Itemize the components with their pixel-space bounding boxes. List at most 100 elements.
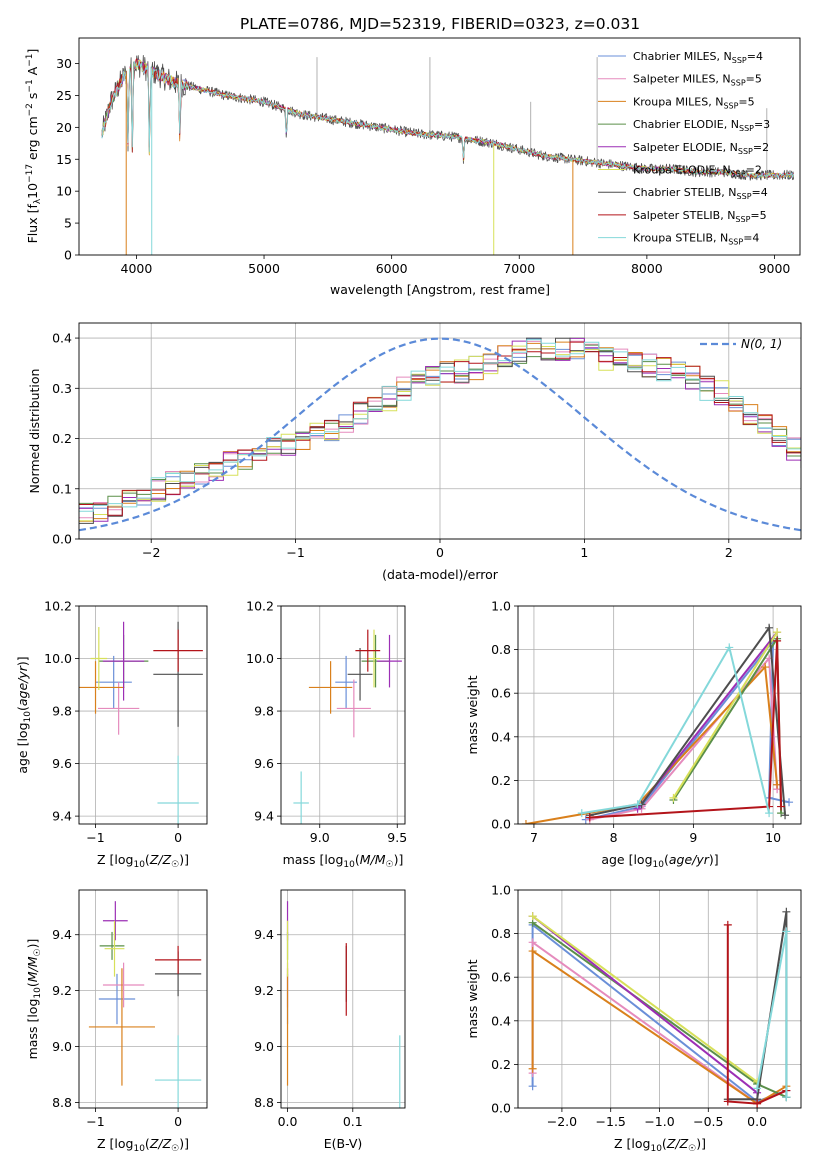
residual-hist-1 bbox=[79, 340, 801, 519]
legend-label-0: Chabrier MILES, NSSP=4 bbox=[633, 50, 763, 65]
massweight_vs_Z-marker-7 bbox=[753, 1099, 762, 1108]
massweight-vs-Z-xlabel: Z [log10(Z/Z☉)] bbox=[614, 1136, 706, 1154]
spectrum-ytick-label: 15 bbox=[56, 152, 72, 167]
massweight_vs_age-marker-7 bbox=[585, 813, 594, 822]
age_vs_Z-ytick-label: 9.4 bbox=[52, 809, 72, 824]
massweight_vs_age-marker-5 bbox=[773, 628, 782, 637]
spectrum-plot-area bbox=[101, 55, 794, 255]
massweight_vs_Z-plot-area bbox=[528, 907, 791, 1108]
spectrum-ytick-label: 10 bbox=[56, 184, 72, 199]
massweight_vs_Z-marker-7 bbox=[723, 920, 732, 929]
mass_vs_Z-xtick-label: 0 bbox=[174, 1114, 182, 1129]
gaussian-curve bbox=[79, 337, 801, 532]
residuals-axes: −2 −1 0 1 2 0.0 0.1 0.2 0.3 0.4 bbox=[52, 322, 802, 560]
massweight_vs_age-xtick-label: 8 bbox=[610, 830, 618, 845]
massweight_vs_Z-marker-1 bbox=[528, 938, 537, 947]
residuals-ytick-label: 0.3 bbox=[52, 381, 72, 396]
massweight_vs_Z-ytick-label: 0.8 bbox=[491, 926, 511, 941]
legend-label-6: Chabrier STELIB, NSSP=4 bbox=[633, 186, 768, 201]
spectrum-ytick-label: 30 bbox=[56, 56, 72, 71]
massweight-vs-age-xlabel: age [log10(age/yr)] bbox=[601, 852, 718, 870]
age_vs_Z-ytick-label: 9.8 bbox=[52, 704, 72, 719]
residuals-xtick-label: 2 bbox=[725, 545, 733, 560]
massweight_vs_age-ytick-label: 1.0 bbox=[491, 599, 511, 614]
age-vs-Z-ylabel: age [log10(age/yr)] bbox=[15, 656, 33, 773]
age_vs_Z-axes: −1 0 9.4 9.6 9.8 10.0 10.2 bbox=[44, 599, 208, 845]
legend-label-8: Kroupa STELIB, NSSP=4 bbox=[633, 232, 759, 247]
massweight_vs_age-series-7 bbox=[589, 640, 783, 819]
mass_vs_Z-ytick-label: 8.8 bbox=[52, 1095, 72, 1110]
age_vs_Z-plot-area bbox=[79, 621, 203, 824]
legend-label-2: Kroupa MILES, NSSP=5 bbox=[633, 95, 755, 110]
mass_vs_Z-axes: −1 0 8.8 9.0 9.2 9.4 bbox=[52, 889, 208, 1129]
massweight_vs_Z-series-2 bbox=[531, 949, 787, 1105]
spectrum-series-7 bbox=[101, 58, 794, 178]
massweight_vs_age-marker-7 bbox=[777, 802, 786, 811]
spectrum-ytick-label: 0 bbox=[64, 248, 72, 263]
residuals-xtick-label: −1 bbox=[286, 545, 304, 560]
massweight_vs_age-marker-6 bbox=[765, 623, 774, 632]
massweight_vs_age-marker-8 bbox=[577, 809, 586, 818]
massweight_vs_age-marker-2 bbox=[761, 663, 770, 672]
massweight_vs_Z-series-4 bbox=[531, 915, 758, 1094]
massweight_vs_age-frame bbox=[517, 605, 802, 825]
age_vs_mass-ytick-label: 9.4 bbox=[254, 809, 274, 824]
residuals-ytick-label: 0.2 bbox=[52, 431, 72, 446]
age_vs_Z-frame bbox=[78, 605, 208, 825]
chart-layer: 4000 5000 6000 7000 8000 9000051015202530wave… bbox=[15, 37, 802, 1154]
age_vs_mass-ytick-label: 9.8 bbox=[254, 704, 274, 719]
residual-hist-5 bbox=[79, 345, 801, 522]
age_vs_Z-xtick-label: 0 bbox=[174, 830, 182, 845]
spectrum-axes: 4000 5000 6000 7000 8000 9000 0 5 10 15 20 25 30 bbox=[56, 37, 801, 276]
age_vs_mass-ytick-label: 10.0 bbox=[246, 651, 274, 666]
massweight_vs_Z-ytick-label: 0.2 bbox=[491, 1057, 511, 1072]
massweight_vs_Z-frame bbox=[517, 889, 802, 1109]
massweight_vs_Z-marker-8 bbox=[753, 1084, 762, 1093]
massweight_vs_Z-xtick-label: −1.0 bbox=[644, 1114, 674, 1129]
massweight_vs_age-xtick-label: 7 bbox=[530, 830, 538, 845]
legend-label-7: Salpeter STELIB, NSSP=5 bbox=[633, 209, 767, 224]
mass_vs_ebv-ytick-label: 9.0 bbox=[254, 1039, 274, 1054]
mass_vs_ebv-frame bbox=[280, 889, 406, 1109]
spectrum-xtick-label: 4000 bbox=[121, 261, 153, 276]
massweight_vs_Z-xtick-label: −1.5 bbox=[596, 1114, 626, 1129]
residuals-xtick-label: −2 bbox=[142, 545, 160, 560]
mass_vs_ebv-plot-area bbox=[286, 901, 401, 1108]
massweight_vs_age-marker-2 bbox=[521, 820, 530, 824]
massweight_vs_age-series-6 bbox=[589, 625, 787, 817]
massweight_vs_Z-ytick-label: 1.0 bbox=[491, 883, 511, 898]
massweight_vs_age-series-8 bbox=[581, 644, 771, 815]
massweight_vs_Z-marker-0 bbox=[528, 1082, 537, 1091]
legend-label-1: Salpeter MILES, NSSP=5 bbox=[633, 73, 762, 88]
massweight_vs_Z-marker-5 bbox=[528, 912, 537, 921]
legend-label-5: Kroupa ELODIE, NSSP=2 bbox=[633, 164, 762, 179]
age-vs-Z-xlabel: Z [log10(Z/Z☉)] bbox=[97, 852, 189, 870]
age_vs_mass-frame bbox=[280, 605, 406, 825]
massweight_vs_Z-xtick-label: −2.0 bbox=[547, 1114, 577, 1129]
massweight_vs_Z-ytick-label: 0.0 bbox=[491, 1101, 511, 1116]
legend-label-3: Chabrier ELODIE, NSSP=3 bbox=[633, 118, 770, 133]
residuals-xlabel: (data-model)/error bbox=[382, 567, 499, 582]
age_vs_Z-xtick-label: −1 bbox=[86, 830, 104, 845]
massweight_vs_age-plot-area bbox=[521, 623, 794, 824]
age_vs_mass-ytick-label: 10.2 bbox=[246, 599, 274, 614]
residuals-ytick-label: 0.0 bbox=[52, 532, 72, 547]
massweight-vs-age-ylabel: mass weight bbox=[465, 675, 480, 754]
figure-title: PLATE=0786, MJD=52319, FIBERID=0323, z=0… bbox=[240, 15, 640, 33]
massweight_vs_Z-marker-2 bbox=[528, 947, 537, 956]
massweight_vs_age-marker-0 bbox=[785, 798, 794, 807]
mass_vs_Z-ytick-label: 9.0 bbox=[52, 1039, 72, 1054]
massweight_vs_age-marker-7 bbox=[773, 636, 782, 645]
mass-vs-Z-ylabel: mass [log10(M/M☉)] bbox=[25, 939, 43, 1060]
massweight_vs_age-ytick-label: 0.8 bbox=[491, 642, 511, 657]
mass-vs-Z-xlabel: Z [log10(Z/Z☉)] bbox=[97, 1136, 189, 1154]
age_vs_mass-plot-area bbox=[293, 629, 402, 824]
spectrum-frame bbox=[78, 37, 801, 256]
spectrum-ytick-label: 5 bbox=[64, 216, 72, 231]
residual-hist-4 bbox=[79, 337, 801, 522]
massweight_vs_Z-series-5 bbox=[532, 915, 758, 1083]
residuals-xtick-label: 1 bbox=[580, 545, 588, 560]
residual-hist-6 bbox=[79, 337, 801, 524]
massweight_vs_age-xtick-label: 10 bbox=[765, 830, 781, 845]
residuals-plot-area bbox=[79, 337, 801, 532]
